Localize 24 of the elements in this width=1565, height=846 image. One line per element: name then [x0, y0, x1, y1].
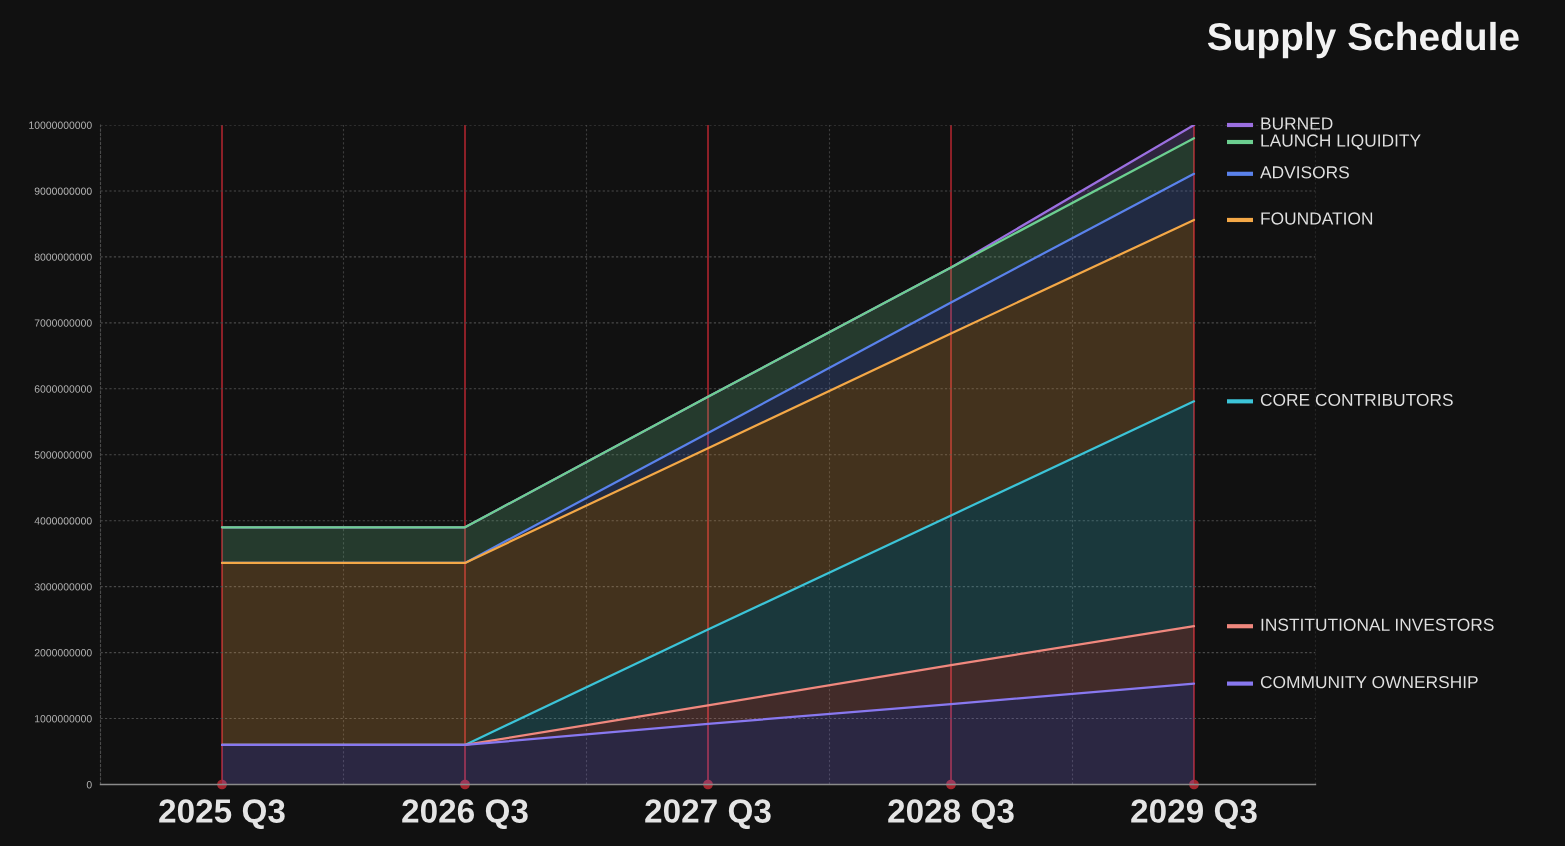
legend-label: FOUNDATION — [1261, 212, 1373, 225]
y-tick-label: 8000000000 — [34, 253, 92, 261]
x-tick-label: 2027 Q3 — [645, 799, 771, 830]
y-tick-label: 0 — [86, 781, 92, 789]
legend-label: ADVISORS — [1260, 166, 1349, 179]
y-tick-label: 3000000000 — [34, 583, 92, 591]
y-tick-label: 4000000000 — [34, 517, 92, 525]
y-tick-label: 5000000000 — [34, 451, 92, 459]
legend-label: INSTITUTIONAL INVESTORS — [1261, 618, 1494, 631]
legend-label: BURNED — [1261, 117, 1333, 130]
y-tick-label: 10000000000 — [29, 121, 92, 129]
chart-title: Supply Schedule — [1207, 21, 1519, 59]
x-tick-label: 2025 Q3 — [159, 799, 285, 830]
legend-label: COMMUNITY OWNERSHIP — [1260, 675, 1478, 689]
y-tick-label: 2000000000 — [34, 649, 92, 657]
y-tick-label: 1000000000 — [35, 715, 92, 723]
y-tick-label: 6000000000 — [34, 385, 92, 393]
y-tick-label: 9000000000 — [34, 187, 92, 195]
legend-label: CORE CONTRIBUTORS — [1260, 393, 1453, 406]
y-tick-label: 7000000000 — [34, 319, 92, 327]
x-tick-label: 2028 Q3 — [888, 799, 1014, 830]
x-tick-label: 2026 Q3 — [402, 799, 528, 830]
legend-label: LAUNCH LIQUIDITY — [1261, 134, 1421, 150]
x-tick-label: 2029 Q3 — [1131, 799, 1257, 830]
